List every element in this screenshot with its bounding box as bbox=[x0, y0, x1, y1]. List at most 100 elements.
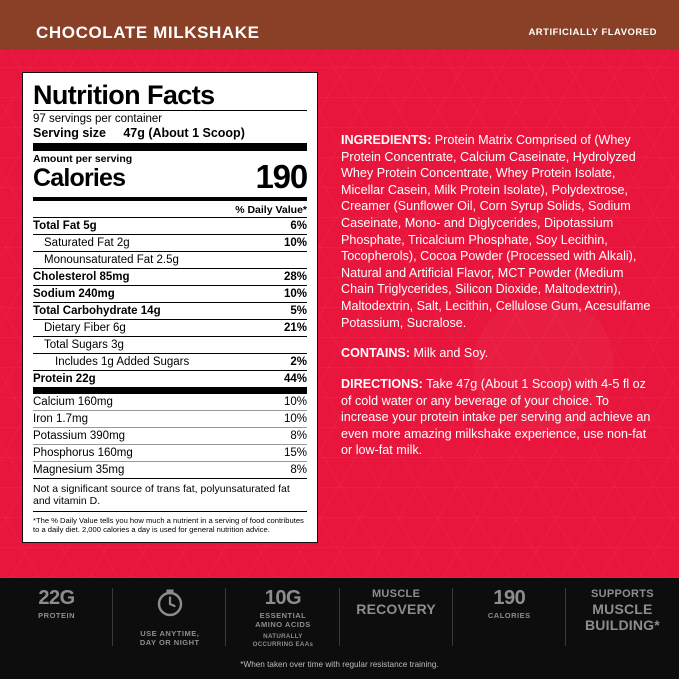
calories-row: Calories 190 bbox=[33, 158, 309, 196]
badge-sublabel: ESSENTIAL AMINO ACIDS bbox=[255, 611, 311, 630]
serving-size-value: 47g (About 1 Scoop) bbox=[123, 126, 245, 141]
nutrient-name: Protein 22g bbox=[33, 372, 96, 385]
vitamin-daily-value: 8% bbox=[290, 463, 307, 476]
vitamin-name: Magnesium 35mg bbox=[33, 463, 125, 476]
daily-value-footnote: *The % Daily Value tells you how much a … bbox=[33, 515, 304, 535]
artificially-flavored-note: ARTIFICIALLY FLAVORED bbox=[528, 27, 657, 38]
contains-heading: CONTAINS: bbox=[341, 346, 411, 361]
servings-per-container: 97 servings per container bbox=[33, 113, 163, 126]
nutrient-daily-value: 2% bbox=[290, 355, 307, 368]
ingredients-column: INGREDIENTS: Protein Matrix Comprised of… bbox=[341, 132, 653, 473]
benefit-badge: SUPPORTS MUSCLE BUILDING* bbox=[566, 582, 679, 654]
benefit-badge: 10G ESSENTIAL AMINO ACIDS NATURALLY OCCURRIN… bbox=[226, 582, 340, 654]
badge-sublabel: MUSCLE BUILDING* bbox=[584, 601, 660, 634]
badge-row: 22G PROTEIN USE ANYTIME, DAY OR NIGHT 10G ESS… bbox=[0, 582, 679, 654]
badge-sublabel: USE ANYTIME, DAY OR NIGHT bbox=[139, 629, 200, 648]
nutrient-row: Sodium 240mg 10% bbox=[33, 286, 307, 302]
nutrient-name: Total Sugars 3g bbox=[44, 338, 124, 351]
amount-per-serving-label: Amount per serving bbox=[33, 153, 133, 166]
ingredients-text: Protein Matrix Comprised of (Whey Protei… bbox=[341, 133, 651, 330]
nutrient-name: Cholesterol 85mg bbox=[33, 270, 130, 283]
nutrient-name: Sodium 240mg bbox=[33, 287, 115, 300]
nutrient-row: Protein 22g 44% bbox=[33, 371, 307, 387]
nutrient-row: Total Sugars 3g bbox=[33, 337, 307, 353]
nutrient-name: Dietary Fiber 6g bbox=[44, 321, 126, 334]
badge-value: 190 bbox=[493, 587, 526, 609]
vitamin-name: Iron 1.7mg bbox=[33, 412, 88, 425]
directions-paragraph: DIRECTIONS: Take 47g (About 1 Scoop) wit… bbox=[341, 376, 653, 459]
vitamin-daily-value: 15% bbox=[283, 446, 307, 459]
row-divider bbox=[33, 267, 307, 269]
benefit-badge: 22G PROTEIN bbox=[0, 582, 114, 654]
badge-sublabel: PROTEIN bbox=[38, 611, 75, 620]
vitamin-name: Phosphorus 160mg bbox=[33, 446, 133, 459]
vitamin-row: Phosphorus 160mg 15% bbox=[33, 445, 307, 461]
nutrient-row: Cholesterol 85mg 28% bbox=[33, 269, 307, 285]
nutrient-daily-value: 44% bbox=[283, 372, 307, 385]
contains-paragraph: CONTAINS: Milk and Soy. bbox=[341, 345, 653, 362]
nutrient-daily-value: 5% bbox=[290, 304, 307, 317]
nutrient-name: Saturated Fat 2g bbox=[44, 236, 130, 249]
serving-size-label: Serving size bbox=[33, 126, 106, 141]
not-significant-source-note: Not a significant source of trans fat, p… bbox=[33, 482, 290, 508]
nutrient-row: Total Fat 5g 6% bbox=[33, 218, 307, 234]
vitamin-daily-value: 8% bbox=[290, 429, 307, 442]
badge-value: 10G bbox=[264, 587, 302, 609]
benefit-badge: MUSCLE RECOVERY bbox=[340, 582, 453, 654]
vitamin-row: Iron 1.7mg 10% bbox=[33, 411, 307, 427]
vitamin-row: Magnesium 35mg 8% bbox=[33, 462, 307, 478]
footer-disclaimer: *When taken over time with regular resis… bbox=[240, 660, 439, 669]
badge-toplabel: MUSCLE bbox=[371, 588, 421, 600]
contains-text: Milk and Soy. bbox=[413, 346, 489, 361]
nutrient-row: Includes 1g Added Sugars 2% bbox=[33, 354, 307, 370]
row-divider bbox=[33, 369, 307, 371]
benefit-badge: 190 CALORIES bbox=[453, 582, 566, 654]
nutrient-daily-value: 21% bbox=[283, 321, 307, 334]
benefit-badge: USE ANYTIME, DAY OR NIGHT bbox=[113, 582, 227, 654]
header-bar: CHOCOLATE MILKSHAKE ARTIFICIALLY FLAVORE… bbox=[0, 0, 679, 50]
nutrient-row: Total Carbohydrate 14g 5% bbox=[33, 303, 307, 319]
vitamin-row: Potassium 390mg 8% bbox=[33, 428, 307, 444]
vitamin-daily-value: 10% bbox=[283, 395, 307, 408]
nutrient-name: Total Carbohydrate 14g bbox=[33, 304, 161, 317]
vitamin-rows: Calcium 160mg 10% Iron 1.7mg 10% Potassium 3… bbox=[33, 394, 307, 478]
row-divider bbox=[33, 443, 307, 445]
directions-heading: DIRECTIONS: bbox=[341, 376, 423, 391]
nutrient-row: Monounsaturated Fat 2.5g bbox=[33, 252, 307, 268]
row-divider bbox=[33, 460, 307, 462]
nutrition-facts-panel: Nutrition Facts 97 servings per containe… bbox=[22, 72, 318, 544]
row-divider bbox=[33, 386, 307, 388]
badge-value: 22G bbox=[38, 587, 75, 609]
ingredients-heading: INGREDIENTS: bbox=[341, 133, 432, 147]
flavor-title: CHOCOLATE MILKSHAKE bbox=[36, 23, 260, 42]
clock-icon bbox=[155, 588, 185, 623]
nutrient-daily-value: 6% bbox=[290, 219, 307, 232]
row-divider bbox=[33, 335, 307, 337]
nutrient-row: Dietary Fiber 6g 21% bbox=[33, 320, 307, 336]
serving-size-row: Serving size 47g (About 1 Scoop) bbox=[33, 126, 307, 140]
badge-divider bbox=[564, 588, 566, 646]
badge-sublabel-secondary: NATURALLY OCCURRING EAAs bbox=[252, 632, 314, 648]
badge-toplabel: SUPPORTS bbox=[590, 588, 654, 600]
nutrition-facts-title: Nutrition Facts bbox=[33, 80, 215, 110]
vitamin-daily-value: 10% bbox=[283, 412, 307, 425]
nutrient-name: Monounsaturated Fat 2.5g bbox=[44, 253, 179, 266]
badge-sublabel: CALORIES bbox=[487, 611, 531, 620]
nutrient-daily-value: 10% bbox=[283, 236, 307, 249]
row-divider bbox=[33, 250, 307, 252]
calories-value: 190 bbox=[255, 158, 309, 196]
vitamin-name: Potassium 390mg bbox=[33, 429, 126, 442]
row-divider bbox=[33, 426, 307, 428]
nutrient-daily-value: 28% bbox=[283, 270, 307, 283]
directions-text: Take 47g (About 1 Scoop) with 4-5 fl oz … bbox=[341, 376, 651, 458]
benefits-bar: 22G PROTEIN USE ANYTIME, DAY OR NIGHT 10G ESS… bbox=[0, 578, 679, 679]
badge-sublabel: RECOVERY bbox=[356, 601, 436, 618]
vitamin-name: Calcium 160mg bbox=[33, 395, 113, 408]
badge-divider bbox=[112, 588, 114, 646]
row-divider bbox=[33, 301, 307, 303]
nutrient-rows: Total Fat 5g 6% Saturated Fat 2g 10% Monouns… bbox=[33, 218, 307, 388]
nutrient-daily-value: 10% bbox=[283, 287, 307, 300]
nutrient-row: Saturated Fat 2g 10% bbox=[33, 235, 307, 251]
nutrient-name: Total Fat 5g bbox=[33, 219, 97, 232]
